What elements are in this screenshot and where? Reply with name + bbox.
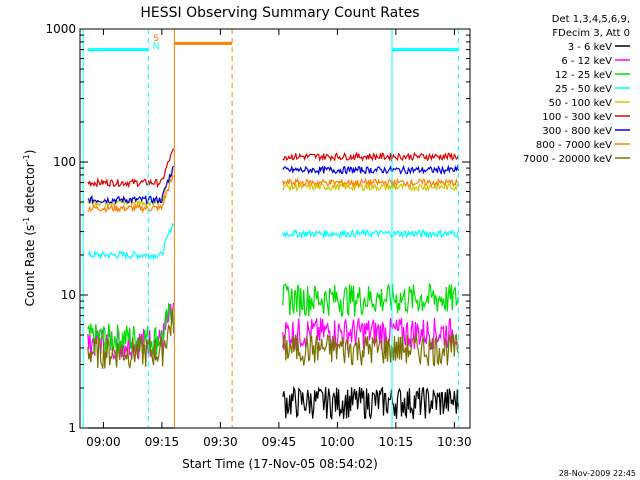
y-tick-label: 10 bbox=[61, 288, 76, 302]
series-line bbox=[87, 165, 175, 205]
legend: Det 1,3,4,5,6,9, FDecim 3, Att 0 3 - 6 k… bbox=[523, 14, 630, 165]
series-line bbox=[282, 181, 459, 193]
y-tick-label: 1000 bbox=[45, 22, 76, 36]
plot-frame bbox=[79, 28, 471, 429]
y-axis-label-sup: -1 bbox=[22, 217, 31, 225]
x-tick-label: 09:15 bbox=[145, 435, 180, 449]
x-tick-label: 09:30 bbox=[203, 435, 238, 449]
x-tick-label: 10:30 bbox=[437, 435, 472, 449]
series-line bbox=[282, 177, 459, 188]
legend-label: 3 - 6 keV bbox=[568, 42, 612, 53]
y-axis-label-part: detector bbox=[23, 162, 37, 217]
series-line bbox=[282, 317, 459, 351]
legend-label: 100 - 300 keV bbox=[542, 112, 612, 123]
legend-header-line: FDecim 3, Att 0 bbox=[552, 28, 630, 39]
chart-title: HESSI Observing Summary Count Rates bbox=[140, 5, 419, 21]
series-line bbox=[282, 385, 459, 420]
y-tick-label: 100 bbox=[53, 155, 76, 169]
x-axis: 09:00 09:15 09:30 09:45 10:00 10:15 10:30 bbox=[86, 29, 472, 449]
series-line bbox=[282, 333, 459, 367]
series-line bbox=[87, 302, 175, 360]
event-marker-label: N bbox=[153, 42, 160, 52]
legend-label: 12 - 25 keV bbox=[555, 70, 612, 81]
series-line bbox=[282, 282, 459, 318]
legend-label: 25 - 50 keV bbox=[555, 84, 612, 95]
x-tick-label: 09:45 bbox=[262, 435, 297, 449]
y-axis-label: Count Rate (s-1 detector-1) bbox=[22, 150, 37, 307]
series-line bbox=[87, 302, 175, 357]
legend-label: 800 - 7000 keV bbox=[536, 140, 612, 151]
x-axis-label: Start Time (17-Nov-05 08:54:02) bbox=[182, 457, 378, 471]
x-tick-label: 09:00 bbox=[86, 435, 121, 449]
legend-label: 6 - 12 keV bbox=[561, 56, 612, 67]
series-line bbox=[282, 164, 459, 176]
legend-label: 300 - 800 keV bbox=[542, 126, 612, 137]
series-line bbox=[87, 308, 175, 369]
series-line bbox=[282, 228, 459, 240]
plot-area: SN bbox=[82, 29, 459, 429]
series-line bbox=[87, 174, 174, 214]
y-axis-label-part: ) bbox=[23, 150, 37, 155]
series-line bbox=[87, 148, 175, 189]
x-tick-label: 10:00 bbox=[320, 435, 355, 449]
series-line bbox=[282, 151, 459, 163]
legend-header-line: Det 1,3,4,5,6,9, bbox=[552, 14, 630, 25]
y-tick-label: 1 bbox=[68, 421, 76, 435]
series-line bbox=[87, 222, 175, 261]
legend-label: 7000 - 20000 keV bbox=[523, 154, 612, 165]
legend-label: 50 - 100 keV bbox=[549, 98, 613, 109]
footer-timestamp: 28-Nov-2009 22:45 bbox=[559, 469, 636, 478]
x-tick-label: 10:15 bbox=[379, 435, 414, 449]
event-marker-label: S bbox=[153, 34, 159, 44]
y-axis: 1 10 100 1000 bbox=[45, 22, 470, 435]
y-axis-label-part: Count Rate (s bbox=[23, 225, 37, 307]
y-axis-label-sup: -1 bbox=[22, 154, 31, 162]
